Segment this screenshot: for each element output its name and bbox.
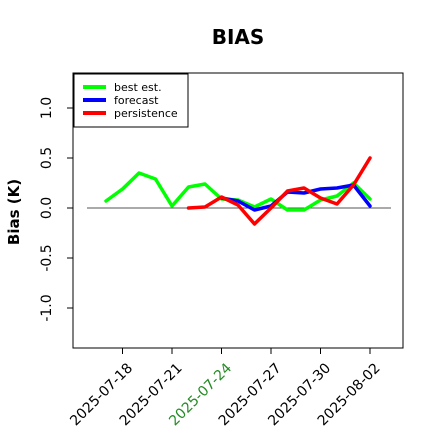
- y-tick-label: 0.5: [39, 147, 55, 169]
- legend-label: persistence: [114, 107, 178, 120]
- legend-label: best est.: [114, 81, 162, 94]
- y-tick-label: 1.0: [39, 97, 55, 119]
- y-axis-label: Bias (K): [5, 179, 23, 245]
- y-tick-label: -0.5: [39, 244, 55, 271]
- legend-label: forecast: [114, 94, 159, 107]
- chart-title: BIAS: [212, 25, 265, 49]
- series-line-forecast: [219, 183, 372, 212]
- y-tick-label: 0.0: [39, 197, 55, 219]
- series-line-persistence: [186, 156, 372, 226]
- plot-frame: [72, 72, 404, 349]
- y-tick-label: -1.0: [39, 294, 55, 321]
